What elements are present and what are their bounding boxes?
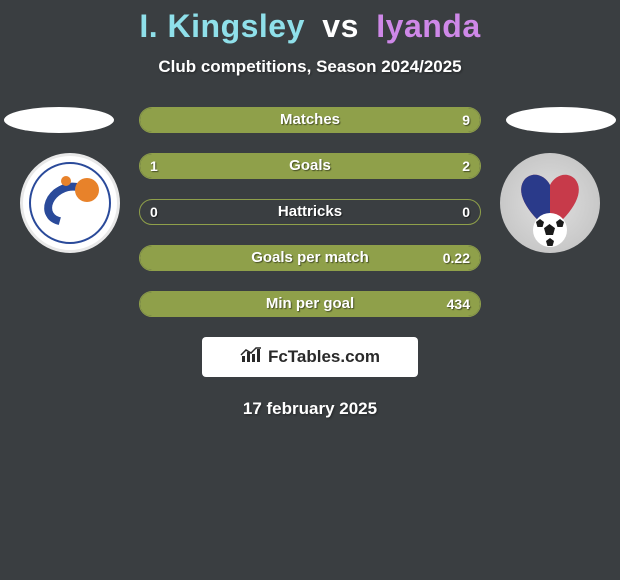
comparison-body: Matches9 1Goals2 0Hattricks0 Goals per matc… xyxy=(0,107,620,317)
stats-column: Matches9 1Goals2 0Hattricks0 Goals per matc… xyxy=(139,107,481,317)
player2-name: Iyanda xyxy=(376,8,480,44)
soccer-ball-icon xyxy=(533,213,567,247)
stat-label: Min per goal xyxy=(140,292,480,316)
stat-label: Matches xyxy=(140,108,480,132)
stat-label: Goals xyxy=(140,154,480,178)
stat-row: Min per goal434 xyxy=(139,291,481,317)
stat-value-right: 0.22 xyxy=(443,246,470,270)
stat-row: Matches9 xyxy=(139,107,481,133)
stat-row: Goals per match0.22 xyxy=(139,245,481,271)
stat-row: 0Hattricks0 xyxy=(139,199,481,225)
comparison-card: I. Kingsley vs Iyanda Club competitions,… xyxy=(0,0,620,419)
player1-photo-placeholder xyxy=(4,107,114,133)
player1-name: I. Kingsley xyxy=(139,8,305,44)
stat-value-right: 9 xyxy=(462,108,470,132)
stat-value-right: 434 xyxy=(447,292,470,316)
stat-label: Goals per match xyxy=(140,246,480,270)
page-title: I. Kingsley vs Iyanda xyxy=(0,8,620,45)
date-text: 17 february 2025 xyxy=(0,399,620,419)
player1-club-badge xyxy=(20,153,120,253)
watermark: FcTables.com xyxy=(202,337,418,377)
watermark-text: FcTables.com xyxy=(268,347,380,367)
subtitle: Club competitions, Season 2024/2025 xyxy=(0,57,620,77)
player2-photo-placeholder xyxy=(506,107,616,133)
vs-text: vs xyxy=(322,8,359,44)
player2-club-badge xyxy=(500,153,600,253)
player1-side xyxy=(0,107,120,253)
stat-value-right: 0 xyxy=(462,200,470,224)
player2-side xyxy=(500,107,620,253)
chart-icon xyxy=(240,346,262,369)
stat-row: 1Goals2 xyxy=(139,153,481,179)
stat-value-right: 2 xyxy=(462,154,470,178)
stat-label: Hattricks xyxy=(140,200,480,224)
